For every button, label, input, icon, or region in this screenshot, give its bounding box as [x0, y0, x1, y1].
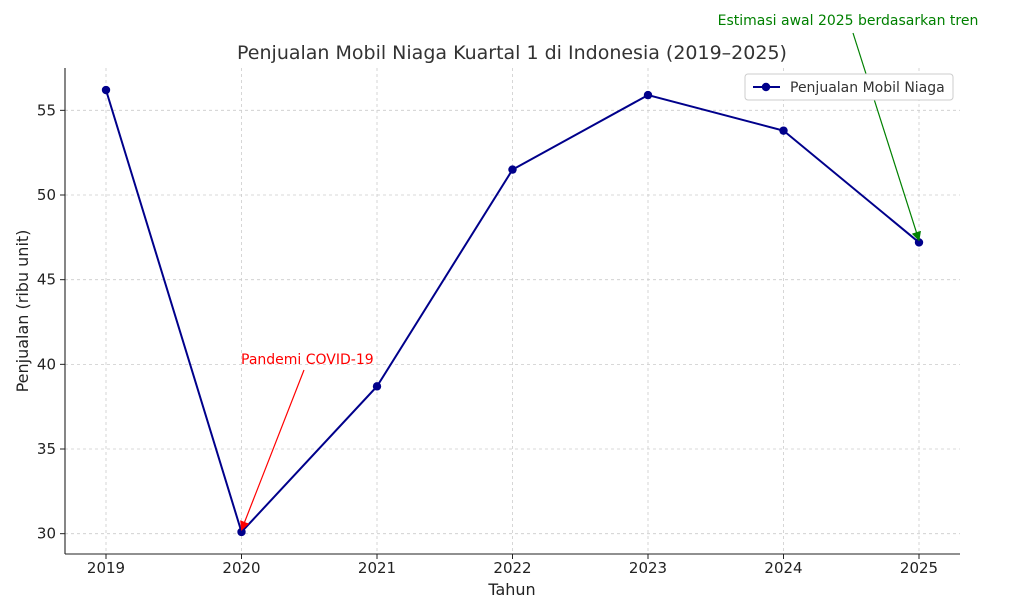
- legend-box: [744, 73, 954, 101]
- data-point-2019: [101, 85, 111, 95]
- x-tick-label-2023: 2023: [629, 559, 667, 577]
- y-tick-label-45: 45: [37, 271, 56, 289]
- grid: [65, 68, 960, 554]
- annotation-label-2: Estimasi awal 2025 berdasarkan tren: [718, 13, 979, 29]
- legend-marker-swatch: [761, 82, 771, 92]
- annotation-arrow-2: [852, 32, 921, 242]
- x-tick-label-2021: 2021: [358, 559, 396, 577]
- y-tick-label-40: 40: [37, 355, 56, 373]
- series-layer: [101, 85, 924, 537]
- legend: Penjualan Mobil Niaga: [744, 73, 954, 101]
- y-tick-label-55: 55: [37, 101, 56, 119]
- chart-title: Penjualan Mobil Niaga Kuartal 1 di Indon…: [237, 42, 787, 64]
- annotation-layer: Pandemi COVID-19 Estimasi awal 2025 berda…: [240, 13, 979, 531]
- x-tick-label-2022: 2022: [493, 559, 531, 577]
- y-axis-title: Penjualan (ribu unit): [13, 230, 32, 393]
- x-tick-label-2019: 2019: [87, 559, 125, 577]
- annotation-label-1: Pandemi COVID-19: [241, 352, 374, 368]
- legend-label: Penjualan Mobil Niaga: [790, 80, 945, 96]
- x-tick-label-2025: 2025: [900, 559, 938, 577]
- x-axis-title: Tahun: [487, 580, 535, 599]
- y-tick-label-35: 35: [37, 440, 56, 458]
- axes: 2019 2020 2021 2022 2023 2024 2025 30 35 40 45 50 55: [37, 68, 960, 577]
- y-tick-label-30: 30: [37, 525, 56, 543]
- data-point-2023: [643, 90, 653, 100]
- x-tick-label-2020: 2020: [222, 559, 260, 577]
- data-point-2024: [779, 126, 788, 135]
- annotation-arrow-1: [240, 369, 305, 531]
- y-tick-label-50: 50: [37, 186, 56, 204]
- data-point-2021: [372, 382, 382, 391]
- x-tick-label-2024: 2024: [764, 559, 802, 577]
- data-point-2022: [508, 165, 517, 174]
